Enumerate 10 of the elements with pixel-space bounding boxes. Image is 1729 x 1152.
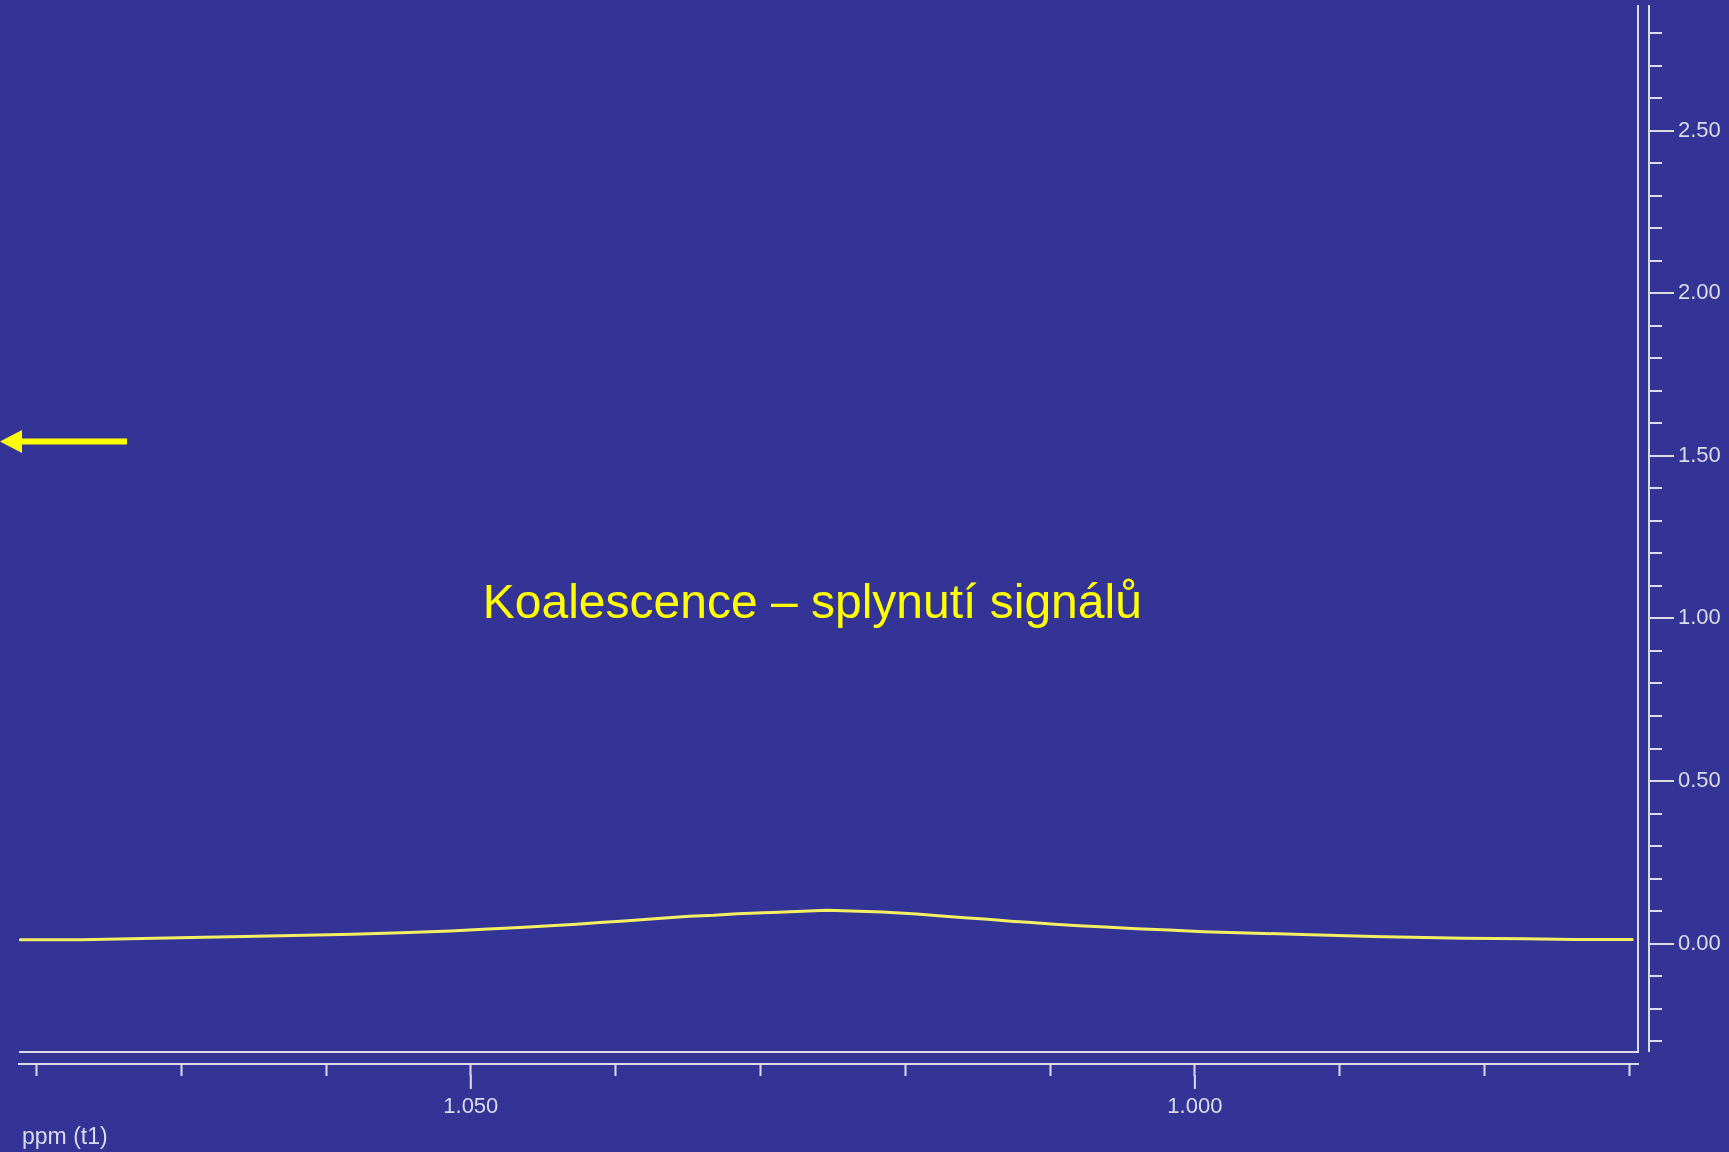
y-tick-label: 0.50 — [1678, 767, 1721, 793]
y-tick-label: 2.50 — [1678, 116, 1721, 142]
annotation: Koalescence – splynutí signálů — [482, 575, 1142, 629]
y-tick-label: 1.00 — [1678, 604, 1721, 630]
y-tick-label: 1.50 — [1678, 441, 1721, 467]
x-axis-title: ppm (t1) — [22, 1123, 108, 1150]
x-tick-label: 1.050 — [443, 1093, 499, 1119]
x-tick-label: 1.000 — [1167, 1093, 1223, 1119]
y-tick-label: 2.00 — [1678, 279, 1721, 305]
y-tick-label: 0.00 — [1678, 929, 1721, 955]
